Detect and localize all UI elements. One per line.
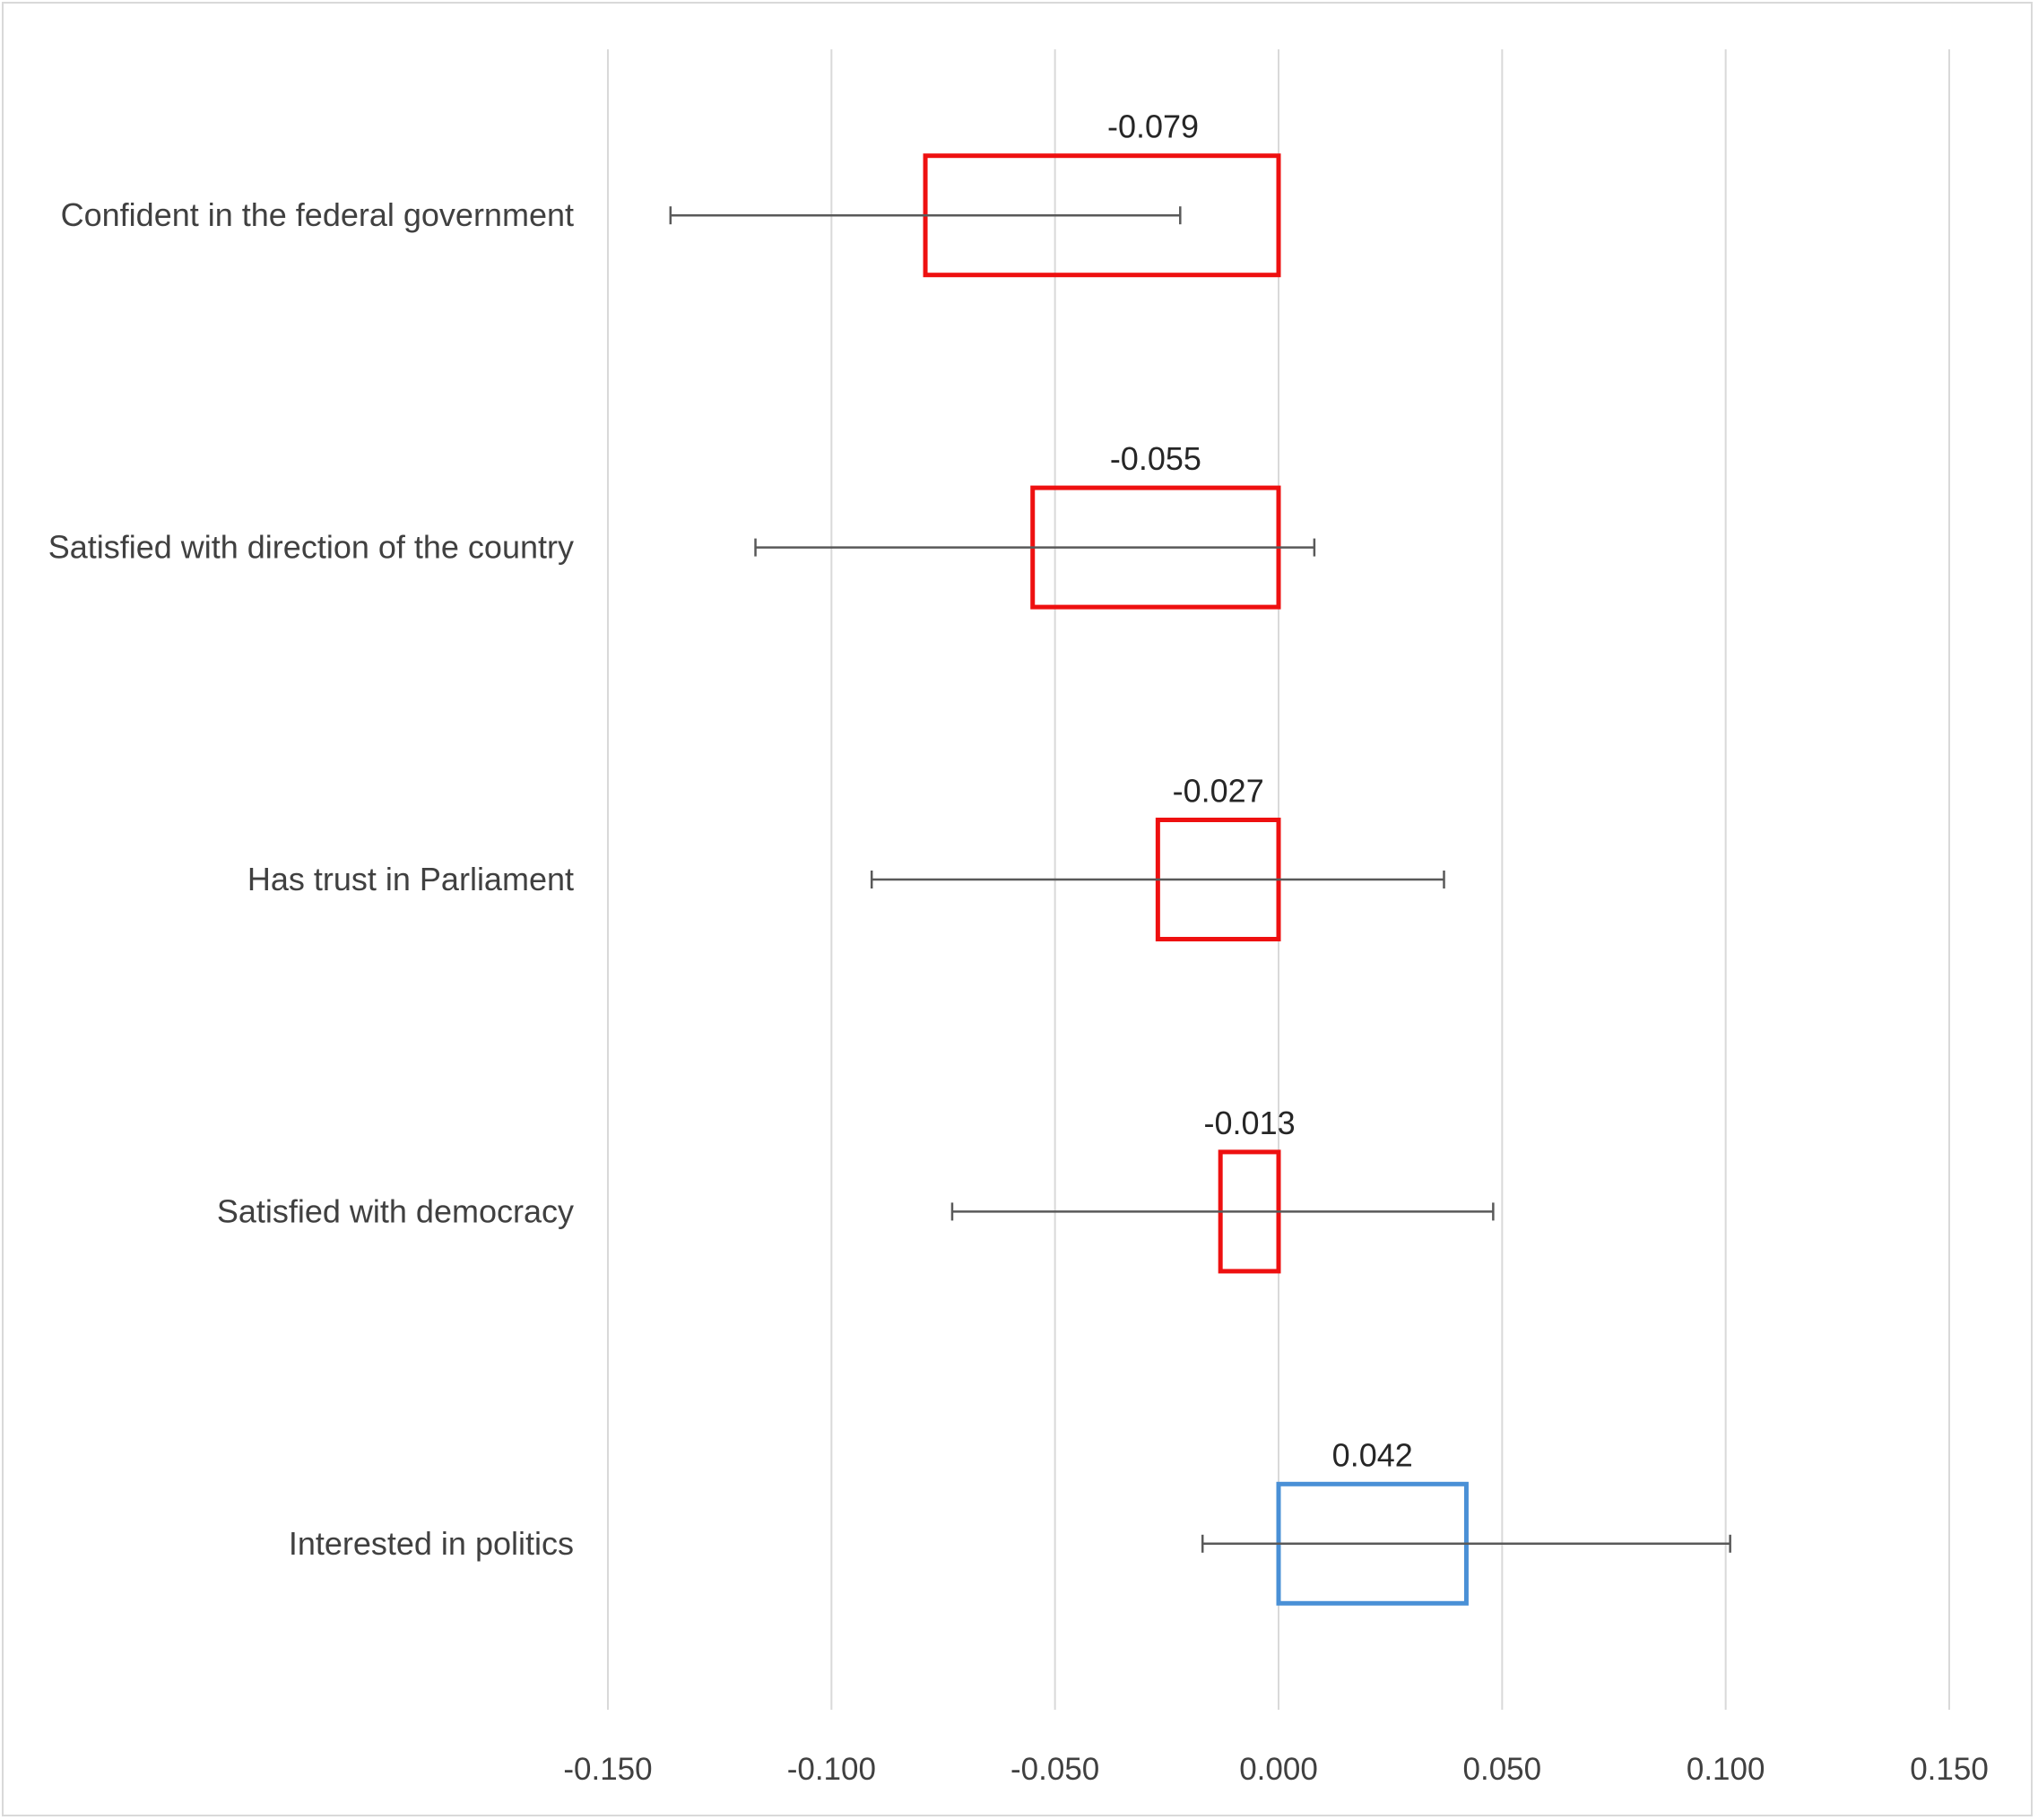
category-label: Interested in politics xyxy=(289,1525,574,1562)
x-tick-label: -0.150 xyxy=(563,1752,652,1787)
data-label: 0.042 xyxy=(1332,1436,1413,1473)
category-label: Satisfied with democracy xyxy=(217,1192,574,1229)
data-label: -0.055 xyxy=(1110,440,1201,477)
category-label: Confident in the federal government xyxy=(61,196,574,233)
error-bars xyxy=(669,206,1731,1553)
data-label: -0.079 xyxy=(1107,108,1199,145)
data-label: -0.013 xyxy=(1204,1105,1296,1141)
gridlines xyxy=(607,49,1950,1710)
data-label: -0.027 xyxy=(1173,773,1264,810)
x-tick-label: 0.050 xyxy=(1463,1752,1542,1787)
labels: -0.150 -0.100 -0.050 0.000 0.050 0.100 0.150 Co… xyxy=(48,108,1989,1787)
category-label: Has trust in Parliament xyxy=(247,861,574,897)
x-tick-label: 0.000 xyxy=(1239,1752,1318,1787)
x-tick-label: 0.150 xyxy=(1910,1752,1989,1787)
x-tick-label: -0.050 xyxy=(1010,1752,1099,1787)
x-tick-label: 0.100 xyxy=(1687,1752,1765,1787)
category-label: Satisfied with direction of the country xyxy=(48,529,574,566)
x-tick-label: -0.100 xyxy=(787,1752,876,1787)
